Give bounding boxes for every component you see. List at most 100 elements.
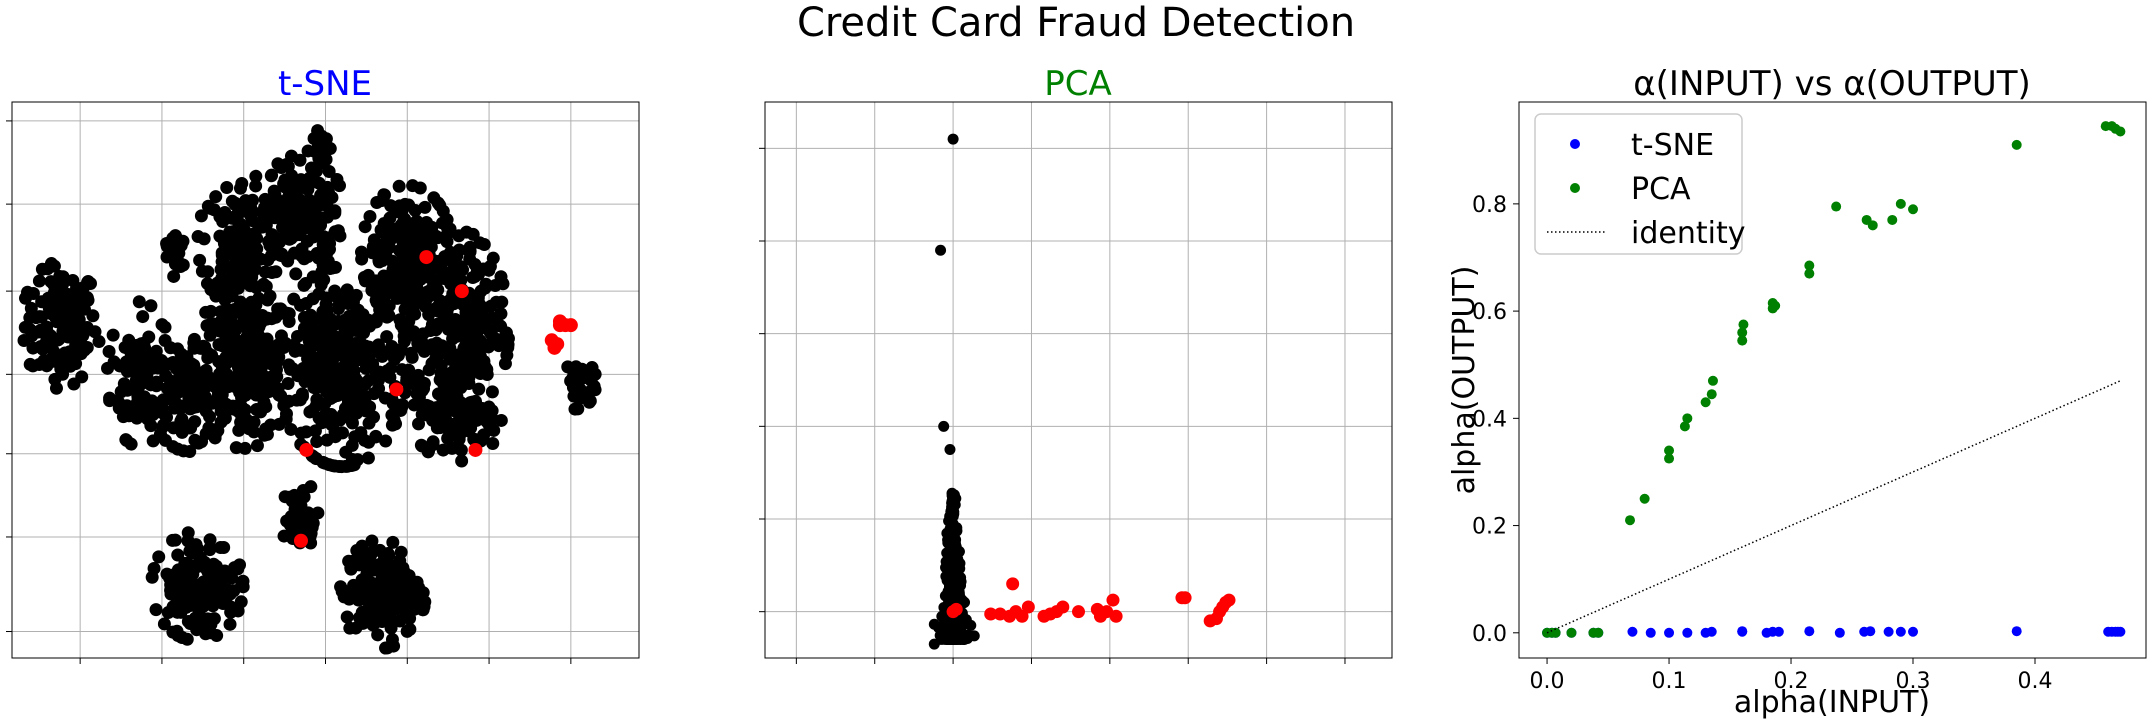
tsne-normal-point [363, 209, 377, 223]
alpha-legend-marker-t-sne [1570, 139, 1580, 149]
tsne-fraud-point [563, 318, 578, 333]
alpha-ytick-label: 0.6 [1472, 300, 1507, 325]
tsne-normal-point [430, 273, 444, 287]
tsne-normal-point [282, 307, 296, 321]
alpha-pca-point [1700, 397, 1711, 408]
tsne-normal-point [279, 412, 293, 426]
tsne-normal-point [444, 347, 458, 361]
alpha-ticks: 0.0 0.1 0.2 0.3 0.4 0.0 0.2 0.4 0.6 0.8 [1472, 193, 2052, 694]
tsne-normal-point [399, 588, 413, 602]
tsne-normal-point [458, 329, 472, 343]
tsne-normal-point [234, 303, 248, 317]
pca-normal-outlier [947, 133, 959, 145]
tsne-normal-point [383, 274, 397, 288]
alpha-pca-point [1664, 453, 1675, 464]
tsne-normal-point [209, 289, 223, 303]
tsne-normal-point [393, 614, 407, 628]
tsne-normal-point [454, 443, 468, 457]
tsne-normal-point [410, 241, 424, 255]
tsne-normal-point [449, 317, 463, 331]
tsne-normal-point [181, 534, 195, 548]
alpha-pca-point [1867, 220, 1878, 231]
alpha-pca-point [1679, 421, 1690, 432]
pca-title: PCA [1044, 64, 1112, 104]
tsne-normal-point [307, 366, 321, 380]
alpha-identity-line [1546, 380, 2121, 634]
tsne-normal-point [249, 403, 263, 417]
tsne-normal-point [220, 181, 234, 195]
tsne-normal-point [323, 411, 337, 425]
tsne-normal-point [355, 541, 369, 555]
tsne-normal-point [378, 582, 392, 596]
tsne-normal-point [73, 335, 87, 349]
tsne-normal-point [332, 179, 346, 193]
pca-normal-point [941, 572, 953, 584]
tsne-normal-point [175, 631, 189, 645]
tsne-normal-point [217, 540, 231, 554]
tsne-normal-point [486, 412, 500, 426]
pca-fraud-point [1178, 591, 1192, 605]
tsne-normal-point [307, 381, 321, 395]
tsne-normal-point [453, 400, 467, 414]
tsne-normal-point [304, 308, 318, 322]
tsne-normal-point [62, 345, 76, 359]
pca-normal-point [950, 580, 962, 592]
tsne-normal-point [68, 304, 82, 318]
tsne-normal-point [429, 230, 443, 244]
tsne-normal-point [418, 295, 432, 309]
tsne-normal-point [175, 412, 189, 426]
tsne-normal-point [151, 358, 165, 372]
tsne-normal-point [406, 179, 420, 193]
pca-normal-point [960, 614, 972, 626]
alpha-t-sne-point [1706, 626, 1717, 637]
tsne-normal-point [101, 361, 115, 375]
tsne-normal-point [436, 315, 450, 329]
tsne-normal-point [124, 437, 138, 451]
tsne-normal-point [249, 169, 263, 183]
alpha-legend-label-pca: PCA [1631, 172, 1691, 207]
tsne-normal-point [281, 377, 295, 391]
tsne-normal-point [214, 404, 228, 418]
tsne-normal-point [166, 533, 180, 547]
tsne-normal-point [378, 557, 392, 571]
tsne-normal-point [243, 371, 257, 385]
tsne-normal-point [383, 370, 397, 384]
tsne-normal-point [291, 369, 305, 383]
tsne-normal-point [225, 194, 239, 208]
alpha-t-sne-point [1664, 627, 1675, 638]
tsne-normal-point [175, 592, 189, 606]
tsne-normal-point [161, 357, 175, 371]
pca-ticks [759, 147, 1346, 664]
alpha-t-sne-point [1804, 626, 1815, 637]
tsne-ticks [6, 120, 572, 664]
tsne-normal-point [149, 603, 163, 617]
alpha-pca-point [1639, 493, 1650, 504]
tsne-normal-point [120, 364, 134, 378]
tsne-normal-point [257, 428, 271, 442]
tsne-normal-point [466, 302, 480, 316]
tsne-normal-point [209, 584, 223, 598]
tsne-normal-point [284, 149, 298, 163]
alpha-legend: t-SNE PCA identity [1534, 113, 1745, 255]
tsne-normal-point [203, 533, 217, 547]
tsne-normal-point [212, 570, 226, 584]
tsne-normal-point [271, 382, 285, 396]
tsne-normal-point [328, 206, 342, 220]
tsne-normal-point [463, 244, 477, 258]
tsne-normal-point [278, 231, 292, 245]
tsne-normal-point [349, 324, 363, 338]
tsne-normal-point [245, 214, 259, 228]
tsne-normal-point [44, 306, 58, 320]
tsne-normal-point [158, 320, 172, 334]
tsne-normal-point [320, 385, 334, 399]
tsne-normal-point [426, 436, 440, 450]
tsne-normal-point [296, 520, 310, 534]
tsne-normal-point [438, 381, 452, 395]
tsne-normal-point [301, 352, 315, 366]
tsne-fraud-point [389, 382, 404, 397]
tsne-normal-point [213, 324, 227, 338]
tsne-normal-point [402, 363, 416, 377]
tsne-normal-point [227, 584, 241, 598]
tsne-normal-point [386, 535, 400, 549]
